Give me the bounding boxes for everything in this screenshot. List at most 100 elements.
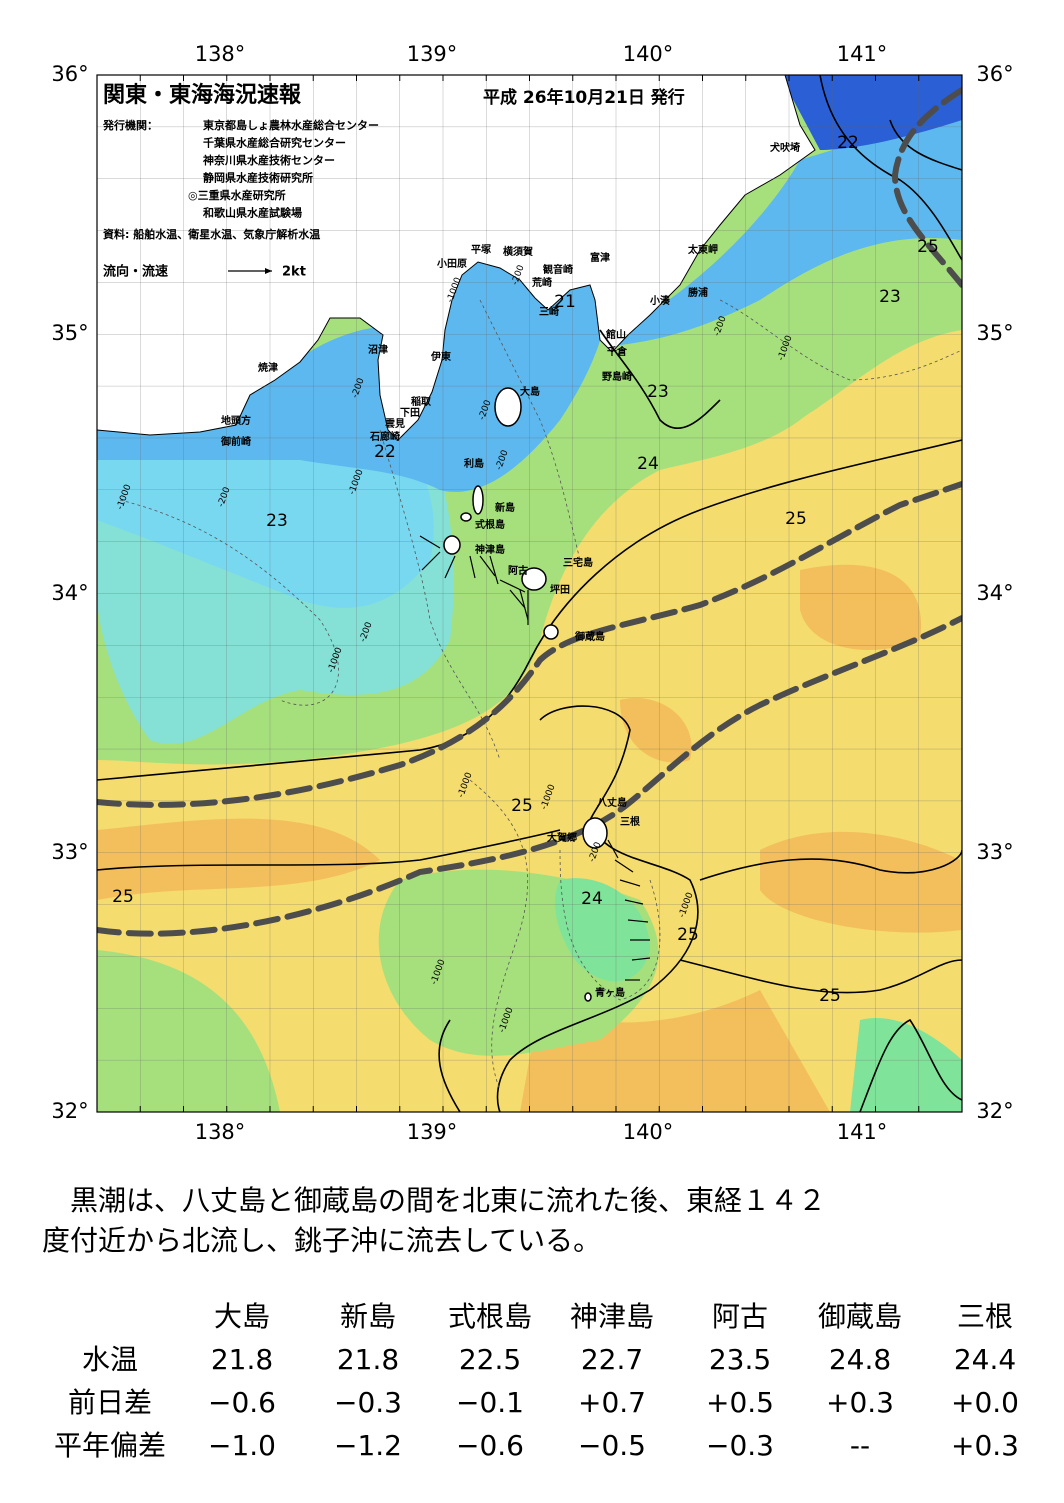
place-name: 伊東 [430, 350, 451, 363]
depth-contour [469, 779, 528, 1091]
isotherm-label: 22 [837, 133, 859, 153]
table-cell: −0.3 [334, 1386, 402, 1419]
cool-zone [97, 950, 280, 1112]
publisher: ◎三重県水産研究所 [188, 188, 286, 202]
table-cell: −0.1 [456, 1386, 524, 1419]
warm-zone [520, 990, 830, 1112]
place-name: 大賀郷 [547, 831, 577, 844]
source-note: 資料: 船舶水温、衛星水温、気象庁解析水温 [103, 227, 320, 241]
depth-contour [559, 849, 661, 1001]
place-name: 御前崎 [220, 435, 251, 448]
isotherm [819, 75, 962, 261]
isotherm-label: 21 [554, 292, 576, 312]
isotherm [699, 849, 962, 881]
map [96, 74, 963, 1113]
current-arrow [607, 839, 619, 859]
island [521, 567, 547, 591]
place-name: 富津 [590, 251, 610, 264]
publisher: 静岡県水産技術研究所 [203, 171, 313, 185]
place-name: 三宅島 [563, 556, 593, 569]
isotherm [438, 1019, 461, 1112]
current-scale: 2kt [282, 265, 306, 280]
island [584, 992, 592, 1002]
table-cell: +0.7 [578, 1386, 646, 1419]
current-arrow [444, 555, 456, 579]
lon-label: 138° [195, 1120, 246, 1144]
isotherm [97, 439, 962, 781]
isotherm-label: 25 [819, 986, 841, 1006]
cool-core [850, 1018, 962, 1112]
warm-zone [97, 818, 380, 900]
map-body [97, 75, 962, 1112]
table-cell: +0.5 [706, 1386, 774, 1419]
island [443, 535, 461, 555]
lon-label: 140° [623, 42, 674, 66]
island [494, 387, 522, 427]
current-arrow [624, 899, 644, 905]
isotherm [889, 119, 962, 171]
place-name: 稲取 [411, 395, 432, 408]
place-name: 神津島 [475, 543, 505, 556]
depth-contour [479, 299, 581, 561]
table-header: 新島 [340, 1300, 396, 1333]
table-cell: −0.5 [578, 1429, 646, 1462]
kuroshio-axis [97, 481, 962, 808]
isotherm-label: 25 [677, 925, 699, 945]
lat-label: 34° [976, 581, 1013, 605]
publisher-label: 発行機関： [102, 118, 158, 132]
isotherm [679, 959, 962, 994]
publisher: 東京都島しょ農林水産総合センター [203, 118, 379, 132]
table-cell: 23.5 [709, 1343, 771, 1376]
place-name: 横須賀 [503, 245, 533, 258]
current-arrow [614, 859, 634, 873]
table-cell: +0.3 [951, 1429, 1019, 1462]
lat-label: 36° [51, 62, 88, 86]
place-name: 館山 [605, 328, 626, 341]
isotherm-label: 24 [637, 454, 659, 474]
table-header: 三根 [957, 1300, 1013, 1333]
table-cell: 22.7 [581, 1343, 643, 1376]
isotherm [97, 829, 561, 871]
warm-zone [760, 831, 962, 933]
place-name: 地頭方 [221, 414, 251, 427]
place-name: 石廊崎 [369, 430, 400, 443]
cold-zone [97, 440, 434, 608]
isotherm-label: 23 [647, 382, 669, 402]
cool-core [555, 878, 650, 982]
table-header: 式根島 [448, 1300, 532, 1333]
isotherm-label: 24 [581, 889, 603, 909]
coastline [97, 75, 816, 441]
place-name: 沼津 [368, 343, 388, 356]
place-name: 雲見 [385, 418, 405, 430]
depth-contour [119, 499, 339, 706]
summary-line: 度付近から北流し、銚子沖に流去している。 [42, 1224, 601, 1257]
table-cell: -- [850, 1429, 870, 1462]
lon-label: 140° [623, 1120, 674, 1144]
lat-label: 32° [976, 1099, 1013, 1123]
kuroshio-axis [891, 87, 962, 288]
isotherm-label: 25 [511, 796, 533, 816]
place-name: 千倉 [607, 345, 628, 358]
current-legend: 流向・流速 [103, 264, 168, 280]
arrowhead [265, 268, 272, 274]
place-name: 青ヶ島 [595, 986, 625, 999]
place-name: 御蔵島 [574, 630, 605, 643]
place-name: 坪田 [550, 583, 570, 596]
publisher: 神奈川県水産技術センター [203, 153, 335, 167]
place-name: 小田原 [436, 257, 467, 270]
place-name: 勝浦 [688, 286, 708, 299]
place-name: 荒崎 [531, 276, 552, 289]
table-header: 阿古 [712, 1300, 768, 1333]
table-cell: −0.6 [456, 1429, 524, 1462]
very-cold-zone [780, 75, 962, 150]
place-name: 利島 [464, 457, 484, 470]
table-cell: +0.3 [826, 1386, 894, 1419]
place-name: 式根島 [475, 518, 505, 531]
current-arrow [489, 555, 499, 585]
current-arrow [631, 957, 651, 961]
island [460, 512, 472, 522]
lat-label: 35° [51, 321, 88, 345]
table-cell: −1.0 [208, 1429, 276, 1462]
lat-label: 33° [51, 840, 88, 864]
publisher: 和歌山県水産試験場 [203, 206, 302, 220]
